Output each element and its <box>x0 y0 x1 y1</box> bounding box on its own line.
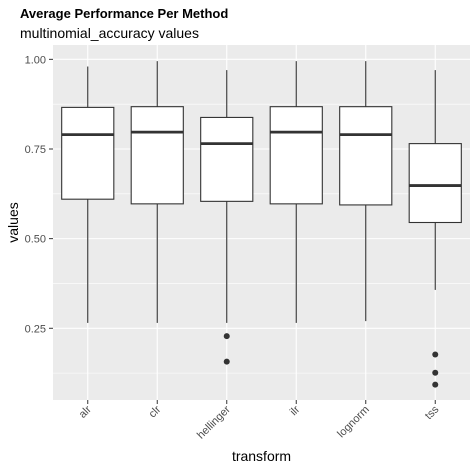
x-axis: alr clr hellinger ilr lognorm tss <box>77 400 442 442</box>
box-tss <box>408 70 462 388</box>
y-axis-title: values <box>5 202 21 242</box>
chart-title: Average Performance Per Method <box>20 6 228 21</box>
x-tick-label: hellinger <box>195 403 233 441</box>
boxes <box>61 61 462 388</box>
chart-subtitle: multinomial_accuracy values <box>20 25 199 41</box>
box-iqr <box>130 106 184 205</box>
box-clr <box>130 61 184 323</box>
outlier-point <box>432 369 439 376</box>
y-tick-label: 0.50 <box>25 234 46 246</box>
box-iqr <box>408 143 462 224</box>
outlier-point <box>223 358 230 365</box>
box-iqr <box>200 116 254 202</box>
box-alr <box>61 66 115 323</box>
y-tick-label: 1.00 <box>25 54 46 66</box>
box-iqr <box>61 106 115 200</box>
outlier-point <box>432 381 439 388</box>
y-axis: 0.25 0.50 0.75 1.00 <box>25 54 53 335</box>
x-tick-label: alr <box>77 403 94 420</box>
x-tick-label: clr <box>147 403 164 420</box>
x-tick-label: ilr <box>288 403 303 418</box>
box-hellinger <box>200 70 254 365</box>
outlier-point <box>223 333 230 340</box>
plot-panel <box>53 45 470 400</box>
y-tick-label: 0.25 <box>25 323 46 335</box>
box-iqr <box>269 106 323 205</box>
x-tick-label: tss <box>423 403 442 422</box>
outlier-point <box>432 351 439 358</box>
box-lognorm <box>339 61 393 322</box>
x-axis-title: transform <box>232 448 291 464</box>
x-tick-label: lognorm <box>335 404 372 441</box>
box-ilr <box>269 61 323 323</box>
y-tick-label: 0.75 <box>25 144 46 156</box>
box-iqr <box>339 106 393 206</box>
